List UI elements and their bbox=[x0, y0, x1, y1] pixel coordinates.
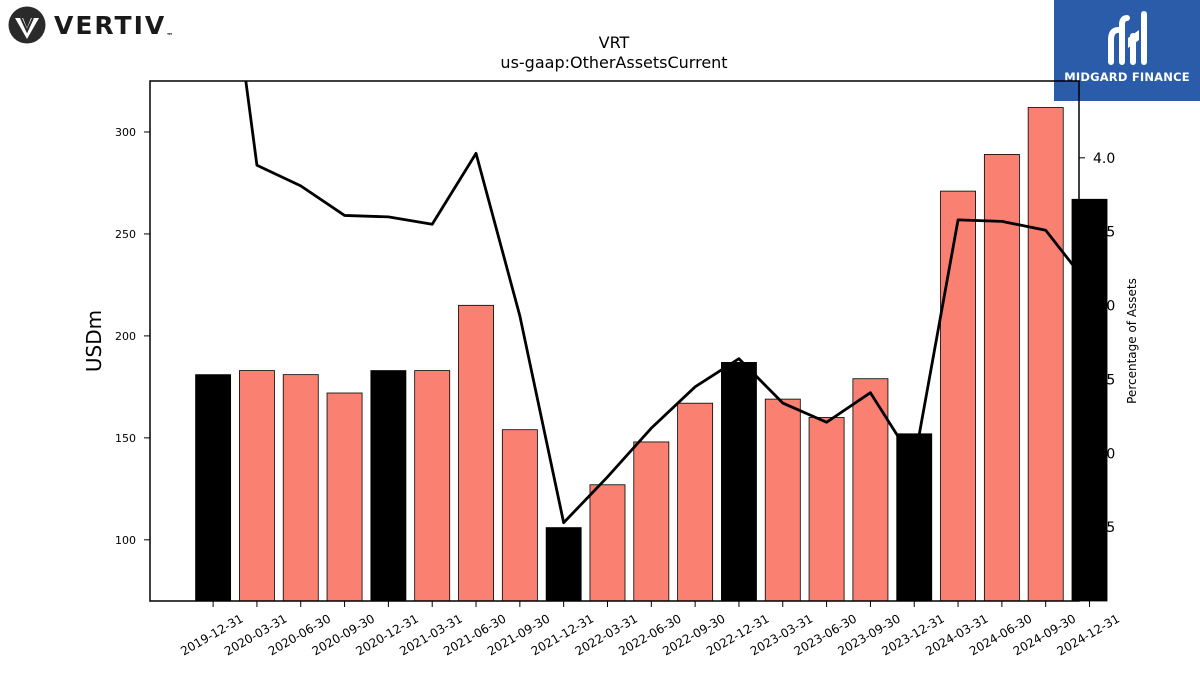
y-tick-label: 100 bbox=[115, 534, 136, 547]
bar-2020-12-31 bbox=[370, 370, 407, 602]
bar-2022-03-31 bbox=[589, 484, 626, 602]
bar-2020-09-30 bbox=[326, 392, 363, 602]
y2-tick-label: 4.0 bbox=[1093, 151, 1115, 167]
plot-frame bbox=[149, 80, 1080, 602]
bar-2024-09-30 bbox=[1027, 107, 1064, 602]
bar-2024-03-31 bbox=[940, 190, 976, 602]
bar-2019-12-31 bbox=[195, 374, 232, 602]
y-axis-left: 100 150 200 250 300 bbox=[115, 126, 150, 547]
bar-2021-12-31 bbox=[545, 527, 582, 602]
bar-2022-12-31 bbox=[721, 362, 757, 602]
y-tick-label: 300 bbox=[115, 126, 136, 139]
y2-axis-label: Percentage of Assets bbox=[1125, 278, 1139, 404]
midgard-finance-logo: MIDGARD FINANCE bbox=[1054, 0, 1200, 101]
y2-tick-label: 3.5 bbox=[1093, 225, 1115, 241]
bar-2023-12-31 bbox=[896, 433, 933, 602]
bar-2023-06-30 bbox=[808, 417, 845, 602]
bar-2020-03-31 bbox=[238, 370, 275, 602]
y-tick-label: 150 bbox=[115, 432, 136, 445]
vertiv-emblem-icon bbox=[8, 6, 46, 44]
vertiv-wordmark: VERTIV™ bbox=[54, 10, 176, 40]
y-axis-label: USDm bbox=[82, 310, 106, 372]
bar-2021-03-31 bbox=[414, 370, 451, 602]
bar-2022-09-30 bbox=[677, 402, 714, 602]
bar-2022-06-30 bbox=[633, 441, 670, 602]
bars-group bbox=[195, 107, 1108, 602]
bar-2021-09-30 bbox=[501, 429, 538, 602]
midgard-emblem-icon bbox=[1108, 11, 1147, 65]
midgard-wordmark: MIDGARD FINANCE bbox=[1064, 70, 1190, 84]
y-axis-right: 1.5 2.0 2.5 3.0 3.5 4.0 bbox=[1079, 151, 1115, 536]
x-axis: 2019-12-312020-03-312020-06-302020-09-30… bbox=[178, 601, 1122, 658]
bar-2020-06-30 bbox=[282, 374, 319, 602]
y2-tick-label: 2.5 bbox=[1093, 372, 1115, 388]
vertiv-logo: VERTIV™ bbox=[8, 6, 175, 44]
chart-title: VRT bbox=[599, 33, 630, 52]
bar-2023-03-31 bbox=[764, 398, 801, 602]
line-group bbox=[244, 81, 1079, 525]
bar-2023-09-30 bbox=[852, 378, 889, 602]
bar-2024-12-31 bbox=[1071, 198, 1108, 602]
chart-subtitle: us-gaap:OtherAssetsCurrent bbox=[500, 53, 727, 72]
y-tick-label: 200 bbox=[115, 330, 136, 343]
y2-tick-label: 2.0 bbox=[1093, 446, 1115, 462]
y2-tick-label: 3.0 bbox=[1093, 299, 1115, 315]
y2-tick-label: 1.5 bbox=[1093, 520, 1115, 536]
y-tick-label: 250 bbox=[115, 228, 136, 241]
bar-2024-06-30 bbox=[983, 154, 1020, 602]
bar-2021-06-30 bbox=[458, 304, 494, 602]
percentage-line bbox=[244, 81, 1079, 525]
